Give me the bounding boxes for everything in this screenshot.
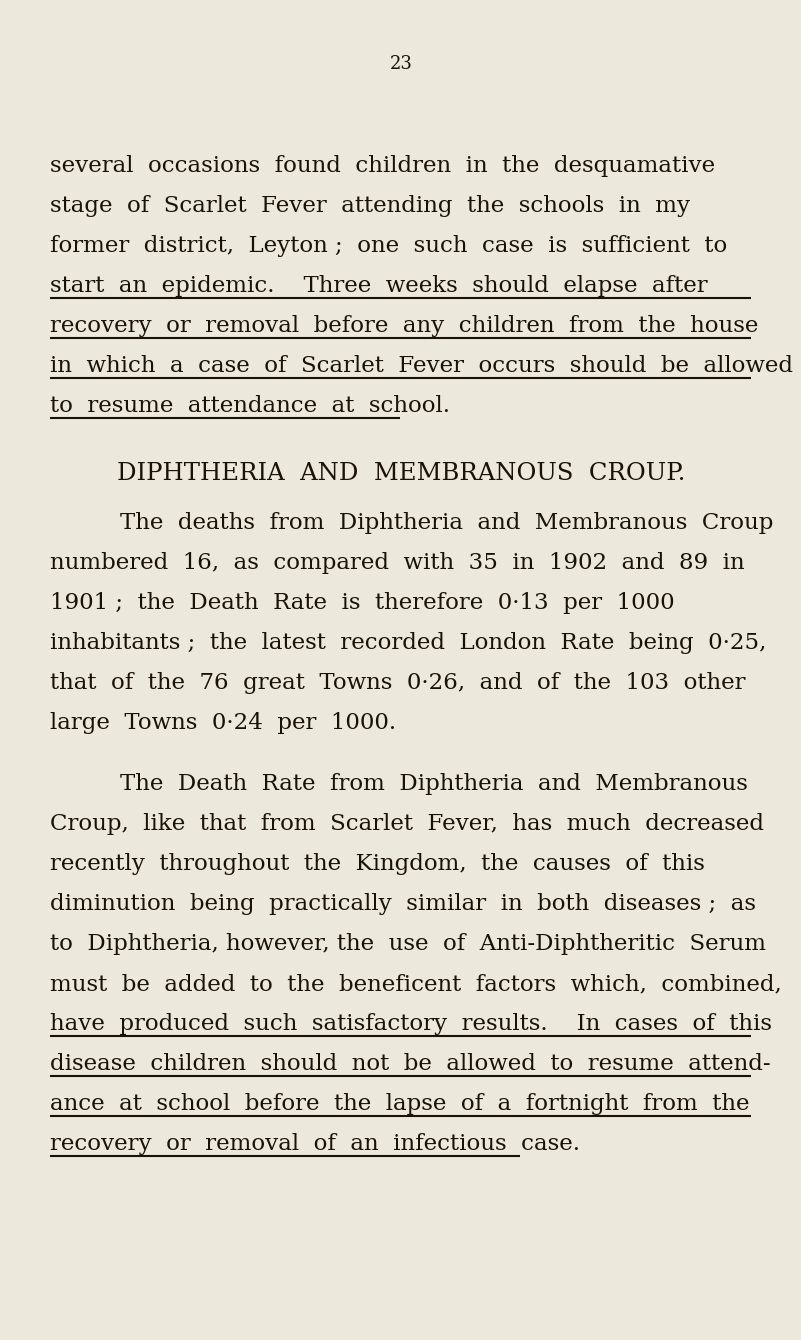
Text: former  district,  Leyton ;  one  such  case  is  sufficient  to: former district, Leyton ; one such case …: [50, 234, 727, 257]
Text: 1901 ;  the  Death  Rate  is  therefore  0·13  per  1000: 1901 ; the Death Rate is therefore 0·13 …: [50, 592, 674, 614]
Text: several  occasions  found  children  in  the  desquamative: several occasions found children in the …: [50, 155, 715, 177]
Text: 23: 23: [389, 55, 413, 72]
Text: disease  children  should  not  be  allowed  to  resume  attend-: disease children should not be allowed t…: [50, 1053, 771, 1075]
Text: diminution  being  practically  similar  in  both  diseases ;  as: diminution being practically similar in …: [50, 892, 756, 915]
Text: start  an  epidemic.    Three  weeks  should  elapse  after: start an epidemic. Three weeks should el…: [50, 275, 707, 297]
Text: to  Diphtheria, however, the  use  of  Anti-Diphtheritic  Serum: to Diphtheria, however, the use of Anti-…: [50, 933, 766, 955]
Text: recovery  or  removal  of  an  infectious  case.: recovery or removal of an infectious cas…: [50, 1134, 580, 1155]
Text: Croup,  like  that  from  Scarlet  Fever,  has  much  decreased: Croup, like that from Scarlet Fever, has…: [50, 813, 764, 835]
Text: recently  throughout  the  Kingdom,  the  causes  of  this: recently throughout the Kingdom, the cau…: [50, 854, 705, 875]
Text: recovery  or  removal  before  any  children  from  the  house: recovery or removal before any children …: [50, 315, 759, 336]
Text: ance  at  school  before  the  lapse  of  a  fortnight  from  the: ance at school before the lapse of a for…: [50, 1093, 750, 1115]
Text: have  produced  such  satisfactory  results.    In  cases  of  this: have produced such satisfactory results.…: [50, 1013, 772, 1034]
Text: The  deaths  from  Diphtheria  and  Membranous  Croup: The deaths from Diphtheria and Membranou…: [120, 512, 774, 535]
Text: The  Death  Rate  from  Diphtheria  and  Membranous: The Death Rate from Diphtheria and Membr…: [120, 773, 748, 795]
Text: in  which  a  case  of  Scarlet  Fever  occurs  should  be  allowed: in which a case of Scarlet Fever occurs …: [50, 355, 793, 377]
Text: inhabitants ;  the  latest  recorded  London  Rate  being  0·25,: inhabitants ; the latest recorded London…: [50, 632, 767, 654]
Text: stage  of  Scarlet  Fever  attending  the  schools  in  my: stage of Scarlet Fever attending the sch…: [50, 196, 690, 217]
Text: DIPHTHERIA  AND  MEMBRANOUS  CROUP.: DIPHTHERIA AND MEMBRANOUS CROUP.: [117, 462, 685, 485]
Text: must  be  added  to  the  beneficent  factors  which,  combined,: must be added to the beneficent factors …: [50, 973, 782, 996]
Text: to  resume  attendance  at  school.: to resume attendance at school.: [50, 395, 450, 417]
Text: large  Towns  0·24  per  1000.: large Towns 0·24 per 1000.: [50, 712, 396, 734]
Text: that  of  the  76  great  Towns  0·26,  and  of  the  103  other: that of the 76 great Towns 0·26, and of …: [50, 671, 746, 694]
Text: numbered  16,  as  compared  with  35  in  1902  and  89  in: numbered 16, as compared with 35 in 1902…: [50, 552, 745, 574]
